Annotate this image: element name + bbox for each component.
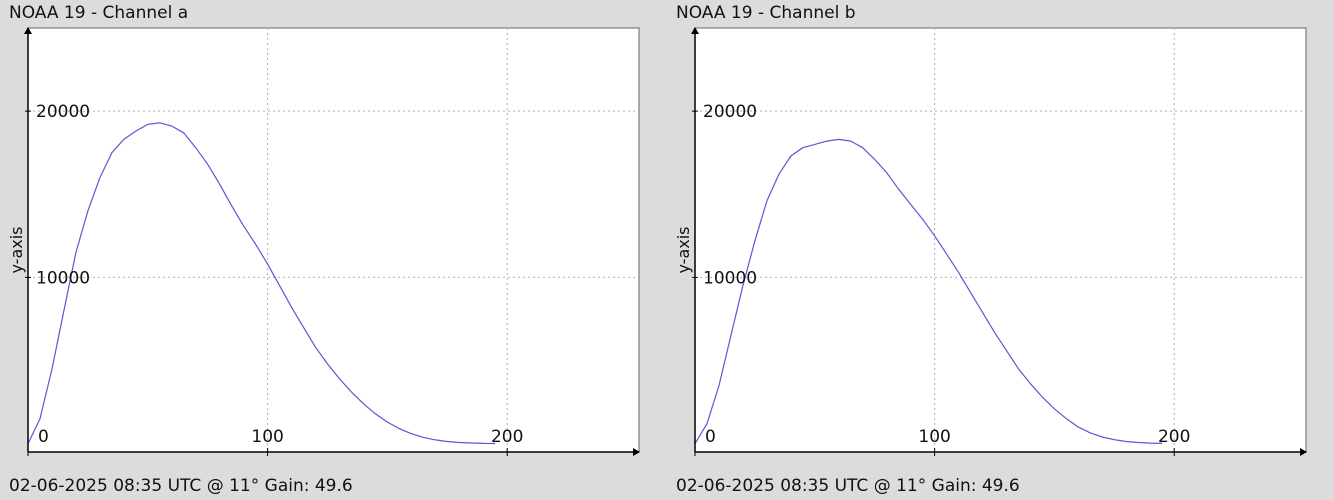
x-tick-label: 200 [1158, 427, 1190, 447]
y-axis-arrow [691, 27, 699, 34]
chart-plot-channel-b: 0 100 200 10000 20000 y-axis [674, 27, 1307, 456]
x-axis-arrow [633, 448, 640, 456]
plot-area [27, 27, 640, 453]
chart-plot-channel-a: 0 100 200 10000 20000 y-axis [7, 27, 640, 456]
chart-footer: 02-06-2025 08:35 UTC @ 11° Gain: 49.6 [676, 476, 1020, 496]
y-tick-label: 20000 [703, 102, 757, 122]
x-tick-label: 100 [918, 427, 950, 447]
y-axis-title: y-axis [7, 226, 26, 273]
x-tick-label: 200 [491, 427, 523, 447]
plot-area [694, 27, 1307, 453]
y-axis-title: y-axis [674, 226, 693, 273]
y-tick-label: 10000 [36, 268, 90, 288]
y-tick-label: 20000 [36, 102, 90, 122]
chart-footer: 02-06-2025 08:35 UTC @ 11° Gain: 49.6 [9, 476, 353, 496]
x-tick-label: 100 [251, 427, 283, 447]
y-tick-label: 10000 [703, 268, 757, 288]
chart-panel-channel-b: NOAA 19 - Channel b 0 100 200 10000 20000 y-a… [667, 0, 1334, 500]
chart-title: NOAA 19 - Channel b [676, 3, 856, 23]
series-line [694, 138, 1163, 445]
x-tick-label: 0 [705, 427, 716, 447]
chart-panel-channel-a: NOAA 19 - Channel a 0 100 200 10000 20000 y-a… [7, 3, 640, 496]
x-axis-arrow [1300, 448, 1307, 456]
chart-title: NOAA 19 - Channel a [9, 3, 189, 23]
series-line [27, 122, 496, 445]
y-axis-arrow [24, 27, 32, 34]
x-tick-label: 0 [38, 427, 49, 447]
